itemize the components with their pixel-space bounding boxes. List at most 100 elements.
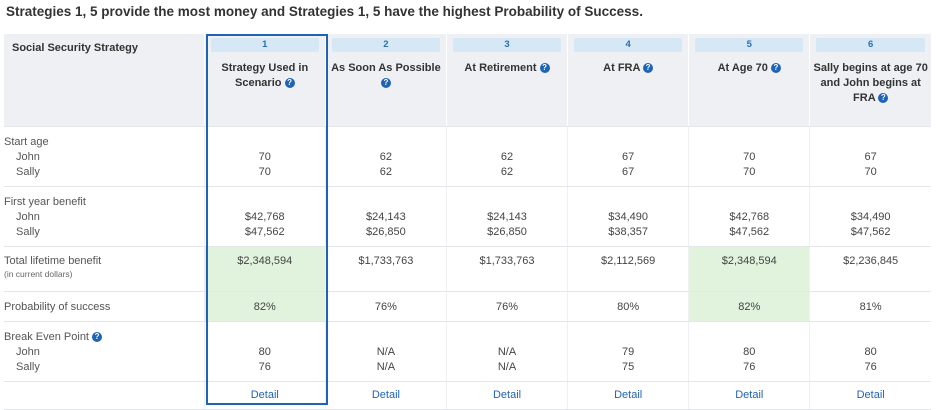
detail-cell: Detail (203, 381, 326, 410)
value-text: 82% (738, 301, 761, 313)
value-cell: 76% (324, 291, 447, 322)
value-cell: 62 62 (445, 126, 568, 187)
person-label: Sally (16, 226, 40, 238)
help-icon[interactable]: ? (380, 78, 391, 88)
value-cell: 82% (688, 291, 810, 322)
value-cell: $24,143 $26,850 (324, 186, 447, 247)
value-text: 70 (258, 166, 271, 178)
table-row-start-age: Start age John Sally 70 70 62 62 62 62 67 67 70 70 67… (4, 126, 931, 187)
row-label-title: First year benefit (4, 195, 204, 210)
value-cell: $1,733,763 (445, 246, 568, 292)
help-icon[interactable]: ? (539, 63, 550, 73)
detail-cell: Detail (445, 381, 568, 410)
strategy-name-text: As Soon As Possible (331, 62, 441, 74)
table-row-break-even-point: Break Even Point ? John Sally 80 76 N/A N/A N/A… (4, 321, 931, 382)
value-cell: $2,236,845 (809, 246, 931, 292)
strategy-number-badge: 5 (695, 38, 804, 52)
strategy-header-4: 4 At FRA ? (567, 34, 689, 127)
strategy-header-3: 3 At Retirement ? (445, 34, 568, 127)
value-text: 62 (379, 151, 393, 163)
value-cell: $42,768 $47,562 (688, 186, 810, 247)
strategy-number-badge: 6 (816, 38, 925, 52)
value-cell: $42,768 $47,562 (203, 186, 326, 247)
strategy-name: At Retirement ? (447, 61, 567, 76)
detail-link-4[interactable]: Detail (614, 389, 643, 401)
person-label: John (16, 346, 40, 358)
strategy-name-text: At FRA (603, 62, 641, 74)
strategy-name-text: At Age 70 (717, 62, 768, 74)
value-text: 67 (622, 151, 635, 163)
detail-link-2[interactable]: Detail (371, 389, 400, 401)
value-text: 70 (743, 151, 756, 163)
row-sublabel: (in current dollars) (4, 269, 73, 279)
value-text: $24,143 (487, 211, 527, 223)
person-label: John (16, 211, 40, 223)
value-cell: N/A N/A (324, 321, 447, 382)
detail-link-1[interactable]: Detail (250, 389, 279, 401)
value-cell: 80 76 (203, 321, 326, 382)
strategy-table: Social Security Strategy 1 Strategy Used … (4, 34, 931, 410)
value-text: 76 (743, 361, 756, 373)
empty-label-cell (4, 381, 205, 410)
help-icon[interactable]: ? (643, 63, 654, 73)
table-row-total-lifetime-benefit: Total lifetime benefit (in current dollar… (4, 246, 931, 292)
detail-link-5[interactable]: Detail (735, 389, 764, 401)
value-cell: 62 62 (324, 126, 447, 187)
help-icon[interactable]: ? (770, 63, 781, 73)
value-text: 79 (622, 346, 635, 358)
value-cell: 82% (203, 291, 326, 322)
value-cell: 70 70 (203, 126, 326, 187)
value-text: 80 (743, 346, 756, 358)
value-text: 80 (864, 346, 877, 358)
value-text: N/A (497, 361, 517, 373)
detail-link-6[interactable]: Detail (856, 389, 885, 401)
table-row-first-year-benefit: First year benefit John Sally $42,768 $47,56… (4, 186, 931, 247)
value-text: $1,733,763 (479, 255, 535, 267)
strategy-name: At Age 70 ? (689, 61, 809, 76)
person-label: Sally (16, 361, 40, 373)
page-heading: Strategies 1, 5 provide the most money a… (6, 4, 643, 19)
value-text: N/A (497, 346, 517, 358)
person-label: John (16, 151, 40, 163)
value-cell: $2,112,569 (567, 246, 689, 292)
value-text: $2,348,594 (237, 255, 293, 267)
value-text: 70 (743, 166, 756, 178)
help-icon[interactable]: ? (92, 332, 103, 342)
table-header-label: Social Security Strategy (4, 34, 205, 127)
strategy-header-1: 1 Strategy Used in Scenario ? (203, 34, 326, 127)
value-text: 67 (864, 151, 877, 163)
value-cell: $2,348,594 (203, 246, 326, 292)
help-icon[interactable]: ? (284, 78, 295, 88)
table-header-row: Social Security Strategy 1 Strategy Used … (4, 34, 931, 127)
value-text: 76% (496, 301, 519, 313)
row-label-text: First year benefit (4, 196, 86, 208)
strategy-name: As Soon As Possible ? (326, 61, 446, 91)
row-label-title: Break Even Point ? (4, 330, 204, 345)
detail-cell: Detail (809, 381, 931, 410)
value-text: $47,562 (729, 226, 770, 238)
row-label: Probability of success (4, 291, 205, 322)
detail-link-3[interactable]: Detail (492, 389, 522, 401)
value-text: 62 (500, 166, 514, 178)
value-cell: 67 70 (809, 126, 931, 187)
value-text: $2,348,594 (721, 255, 777, 267)
value-text: N/A (376, 361, 396, 373)
detail-cell: Detail (567, 381, 689, 410)
value-text: $34,490 (608, 211, 649, 223)
row-label-text: Total lifetime benefit (4, 255, 102, 267)
value-text: 62 (500, 151, 514, 163)
value-text: $2,112,569 (601, 255, 656, 267)
value-text: $26,850 (487, 226, 527, 238)
value-text: $42,768 (244, 211, 285, 223)
value-text: 67 (622, 166, 635, 178)
person-label: Sally (16, 166, 40, 178)
help-icon[interactable]: ? (878, 93, 889, 103)
table-row-probability-of-success: Probability of success 82% 76% 76% 80% 82% 81% (4, 291, 931, 322)
value-text: 82% (253, 301, 276, 313)
value-cell: $1,733,763 (324, 246, 447, 292)
value-text: $47,562 (850, 226, 891, 238)
strategy-name: Sally begins at age 70 and John begins a… (810, 61, 931, 106)
strategy-name: Strategy Used in Scenario ? (205, 61, 325, 91)
value-cell: $24,143 $26,850 (445, 186, 568, 247)
strategy-number-badge: 1 (210, 38, 319, 52)
